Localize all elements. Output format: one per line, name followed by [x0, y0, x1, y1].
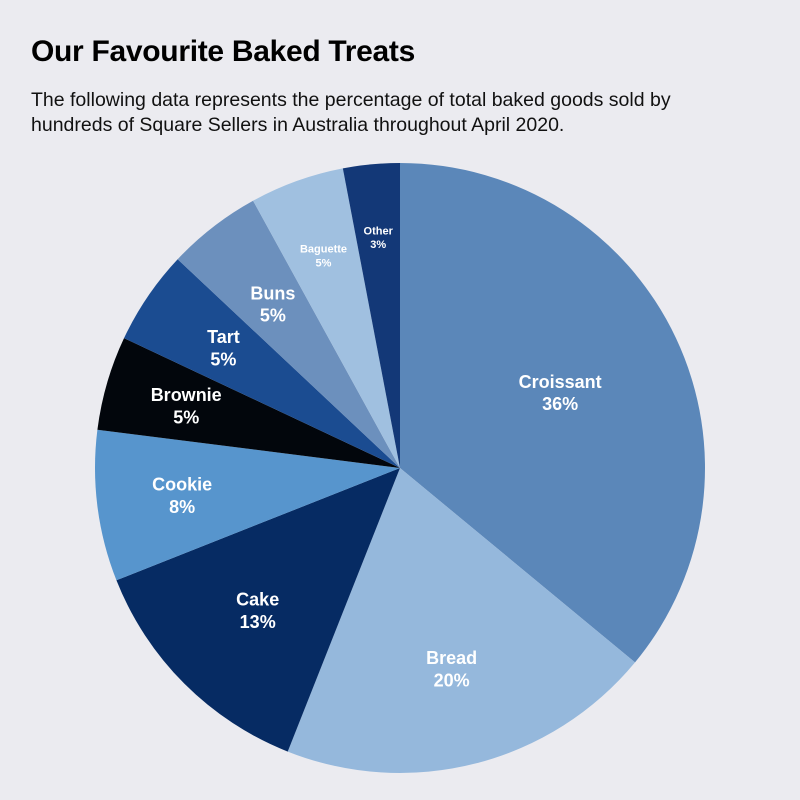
- slice-value-croissant: 36%: [542, 394, 578, 414]
- chart-title: Our Favourite Baked Treats: [31, 35, 416, 68]
- slice-value-buns: 5%: [260, 306, 286, 326]
- pie-slice-tart: [124, 259, 400, 468]
- slice-label-bread: Bread: [426, 648, 477, 668]
- slice-value-brownie: 5%: [173, 407, 199, 427]
- slice-value-tart: 5%: [210, 350, 236, 370]
- slice-value-cookie: 8%: [169, 497, 195, 517]
- slice-label-brownie: Brownie: [151, 385, 222, 405]
- pie-slice-brownie: [97, 338, 400, 468]
- slice-value-baguette: 5%: [316, 257, 332, 269]
- slice-label-croissant: Croissant: [519, 372, 602, 392]
- slice-label-cookie: Cookie: [152, 475, 212, 495]
- slice-value-bread: 20%: [434, 670, 470, 690]
- slice-label-other: Other: [364, 225, 394, 237]
- slice-label-baguette: Baguette: [300, 244, 347, 256]
- pie-slice-baguette: [253, 168, 400, 468]
- pie-slice-buns: [177, 200, 400, 469]
- pie-slice-bread: [287, 468, 636, 773]
- chart-subtitle: The following data represents the percen…: [31, 89, 671, 136]
- slice-label-cake: Cake: [236, 590, 279, 610]
- slice-label-buns: Buns: [250, 283, 295, 303]
- pie-slice-cookie: [95, 429, 400, 581]
- pie-slices: [95, 163, 705, 773]
- slice-value-other: 3%: [370, 239, 386, 251]
- pie-slice-other: [342, 163, 400, 468]
- slice-value-cake: 13%: [240, 612, 276, 632]
- pie-slice-croissant: [400, 163, 705, 663]
- pie-slice-cake: [116, 468, 401, 752]
- slice-label-tart: Tart: [207, 327, 240, 347]
